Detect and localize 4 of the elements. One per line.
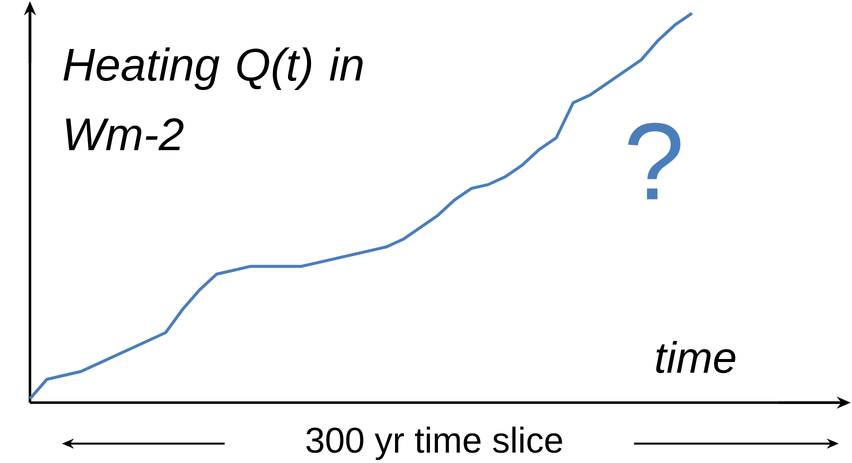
- x-axis-title: time: [656, 341, 736, 374]
- text: 300 yr time slice: [306, 426, 562, 460]
- annotation: ?: [628, 123, 680, 200]
- y-axis-title: Heating Q(t) in Wm-2: [64, 48, 363, 150]
